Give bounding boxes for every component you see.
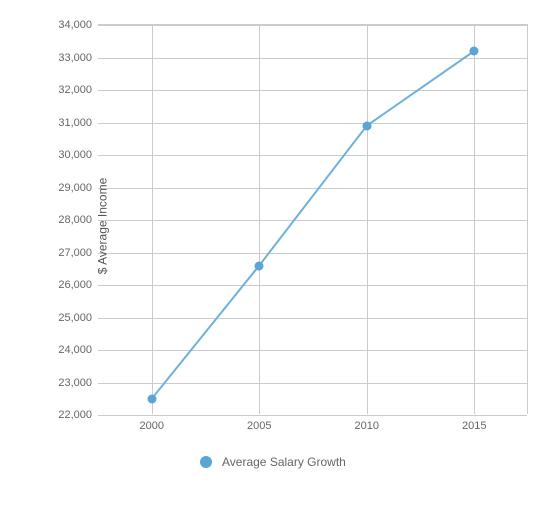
y-tick-label: 29,000 xyxy=(58,182,98,194)
y-tick-label: 32,000 xyxy=(58,84,98,96)
series-line xyxy=(98,25,527,414)
data-point-marker xyxy=(362,121,371,130)
x-tick-label: 2015 xyxy=(462,414,486,432)
x-tick-label: 2005 xyxy=(247,414,271,432)
data-point-marker xyxy=(255,261,264,270)
plot-area: 22,00023,00024,00025,00026,00027,00028,0… xyxy=(98,24,528,414)
legend-swatch xyxy=(200,456,212,468)
x-tick-label: 2000 xyxy=(140,414,164,432)
y-tick-label: 27,000 xyxy=(58,247,98,259)
y-tick-label: 26,000 xyxy=(58,279,98,291)
salary-growth-chart: 22,000 23,000 24,000 25,000 26,000 27,000 28,0… xyxy=(0,0,550,505)
legend-label: Average Salary Growth xyxy=(222,455,346,469)
y-tick-label: 23,000 xyxy=(58,377,98,389)
y-tick-label: 28,000 xyxy=(58,214,98,226)
y-tick-label: 34,000 xyxy=(58,19,98,31)
data-point-marker xyxy=(147,394,156,403)
y-tick-label: 33,000 xyxy=(58,52,98,64)
y-axis-title: $ Average Income xyxy=(95,178,109,275)
y-tick-label: 30,000 xyxy=(58,149,98,161)
data-point-marker xyxy=(470,47,479,56)
y-tick-label: 24,000 xyxy=(58,344,98,356)
y-tick-label: 25,000 xyxy=(58,312,98,324)
y-tick-label: 22,000 xyxy=(58,409,98,421)
y-tick-label: 31,000 xyxy=(58,117,98,129)
x-tick-label: 2010 xyxy=(355,414,379,432)
legend: Average Salary Growth xyxy=(200,455,346,469)
